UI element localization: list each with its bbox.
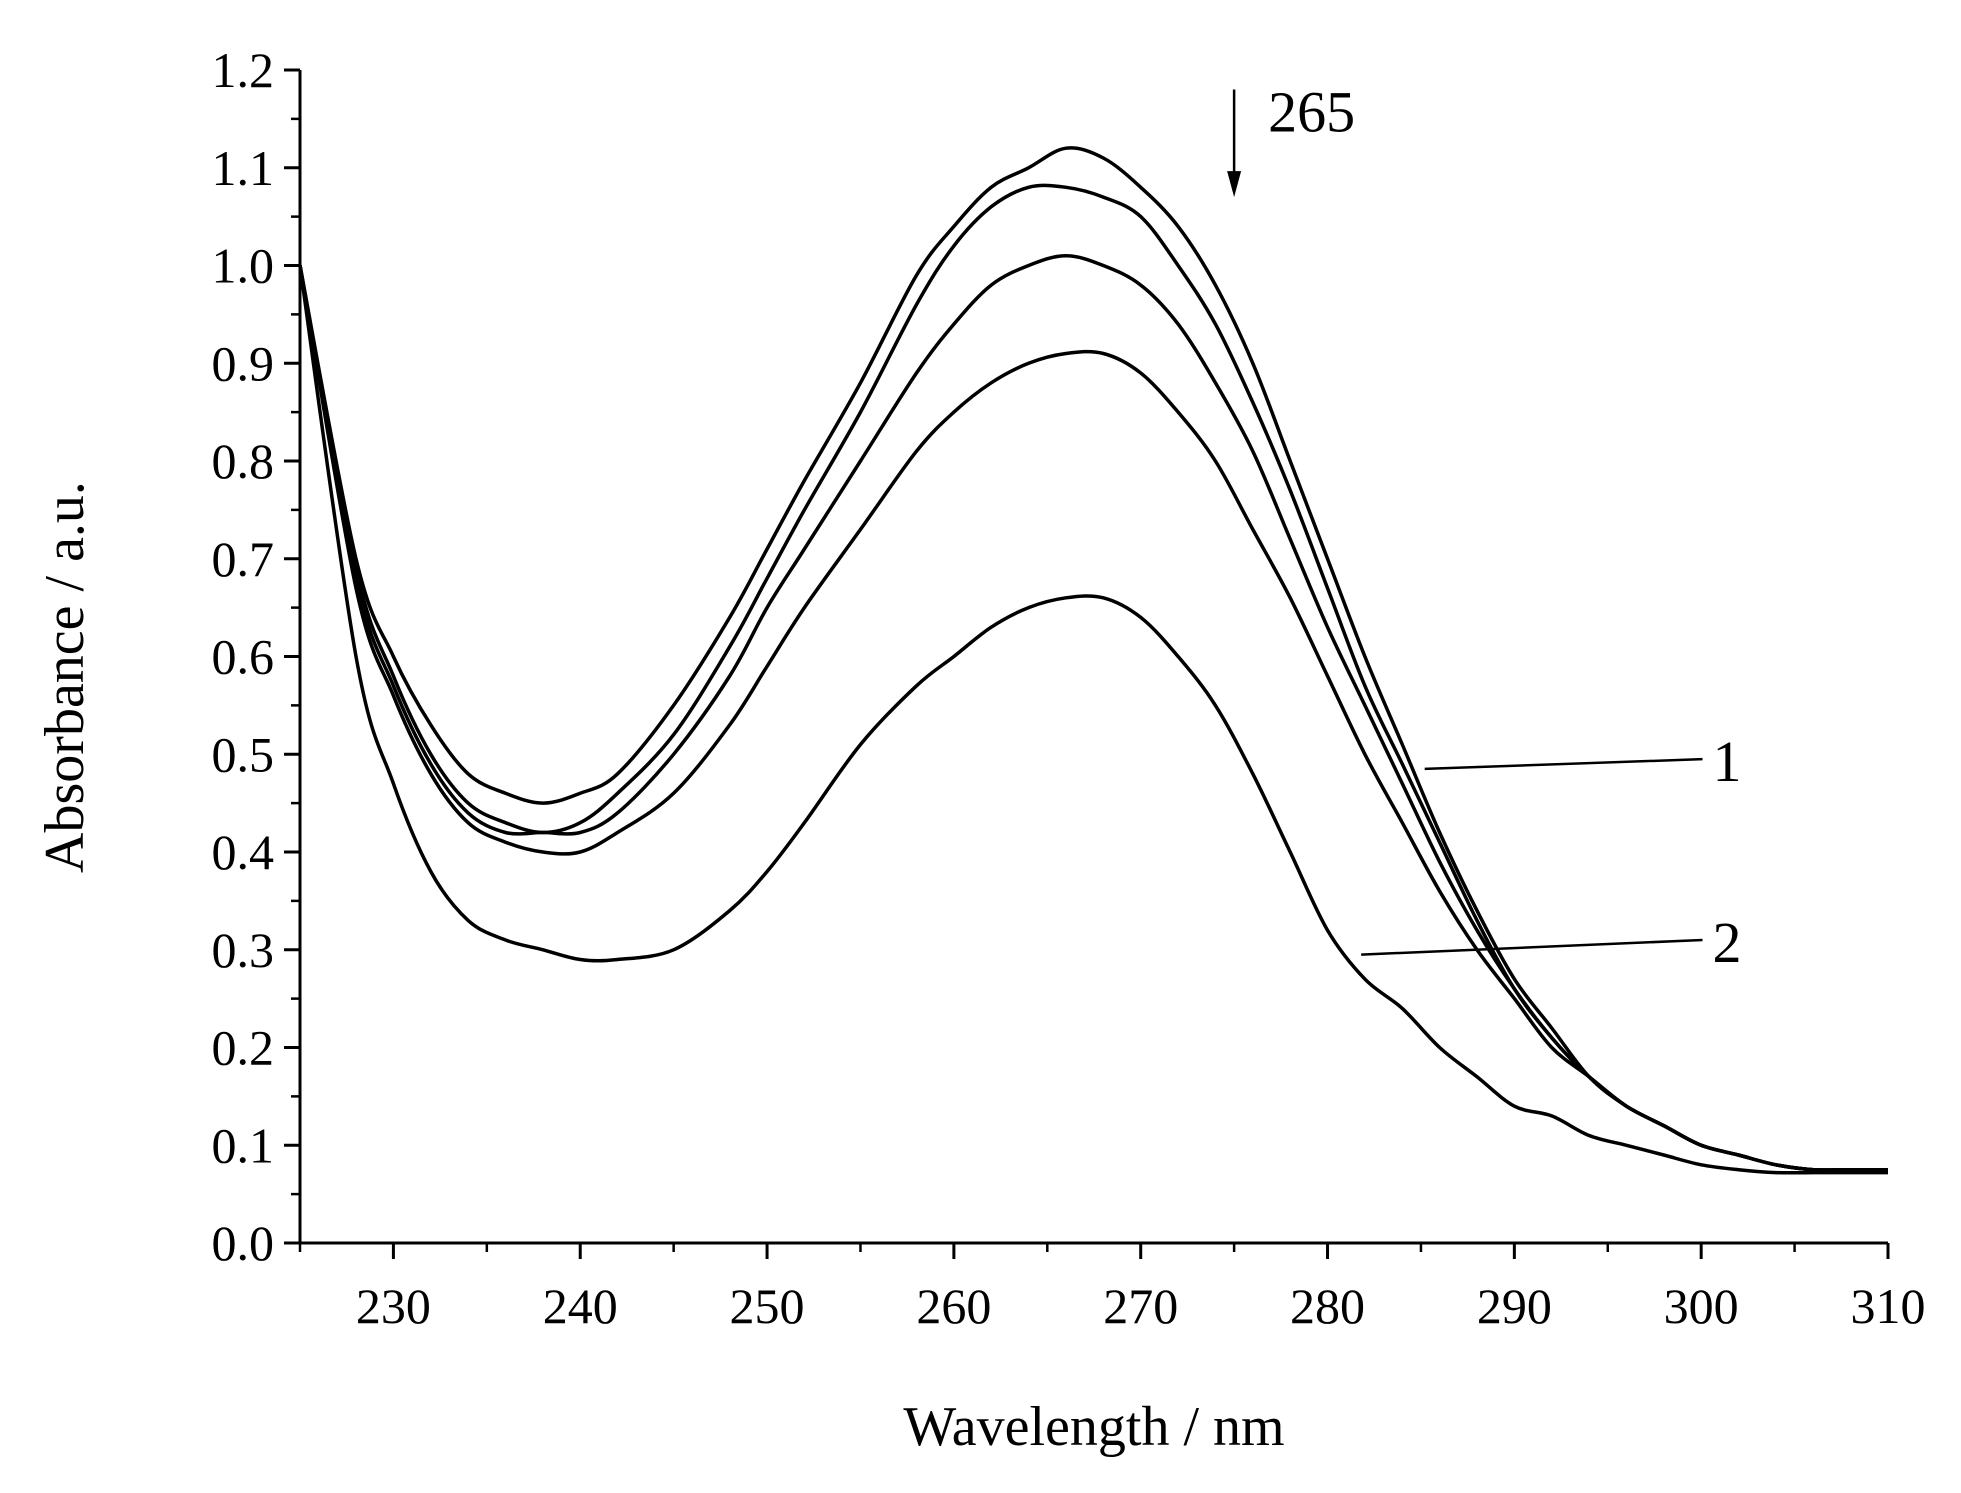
y-axis-title: Absorbance / a.u. xyxy=(34,481,96,873)
series-line-1 xyxy=(298,146,1888,1172)
y-tick-label: 0.7 xyxy=(212,531,275,587)
x-tick-label: 280 xyxy=(1290,1278,1365,1334)
y-tick-label: 0.5 xyxy=(212,726,275,782)
x-tick-label: 240 xyxy=(543,1278,618,1334)
y-tick-label: 0.9 xyxy=(212,335,275,391)
x-tick-label: 300 xyxy=(1664,1278,1739,1334)
arrow-label: 265 xyxy=(1268,80,1355,145)
x-axis-title: Wavelength / nm xyxy=(903,1396,1284,1458)
curve-label: 1 xyxy=(1713,729,1742,794)
curve-leader-line xyxy=(1424,757,1703,771)
y-tick-label: 0.1 xyxy=(212,1117,275,1173)
y-tick-label: 0.0 xyxy=(212,1215,275,1271)
curve-label: 2 xyxy=(1713,910,1742,975)
y-tick-label: 1.2 xyxy=(212,42,275,98)
series-line-3 xyxy=(298,253,1888,1172)
series-line-5 xyxy=(298,265,1888,1175)
y-tick-label: 1.1 xyxy=(212,140,275,196)
series-line-2 xyxy=(298,183,1888,1172)
y-tick-label: 0.2 xyxy=(212,1020,275,1076)
curve-leader-line xyxy=(1361,938,1703,956)
y-tick-label: 0.6 xyxy=(212,629,275,685)
x-tick-label: 270 xyxy=(1103,1278,1178,1334)
y-tick-label: 0.3 xyxy=(212,922,275,978)
axes: 0.0 0.1 0.2 0.3 0.4 0.5 0.6 0.7 0.8 0.9 1.0 1.1 1.2 2… xyxy=(212,42,1926,1334)
x-tick-label: 260 xyxy=(916,1278,991,1334)
y-tick-label: 0.4 xyxy=(212,824,275,880)
arrow-head xyxy=(1227,171,1242,198)
x-tick-label: 250 xyxy=(730,1278,805,1334)
series-group xyxy=(298,146,1888,1175)
y-tick-label: 0.8 xyxy=(212,433,275,489)
x-tick-label: 230 xyxy=(356,1278,431,1334)
x-tick-label: 290 xyxy=(1477,1278,1552,1334)
x-tick-label: 310 xyxy=(1851,1278,1926,1334)
y-tick-label: 1.0 xyxy=(212,238,275,294)
series-line-4 xyxy=(298,265,1888,1172)
annotations: 265 1 2 xyxy=(1227,80,1742,975)
